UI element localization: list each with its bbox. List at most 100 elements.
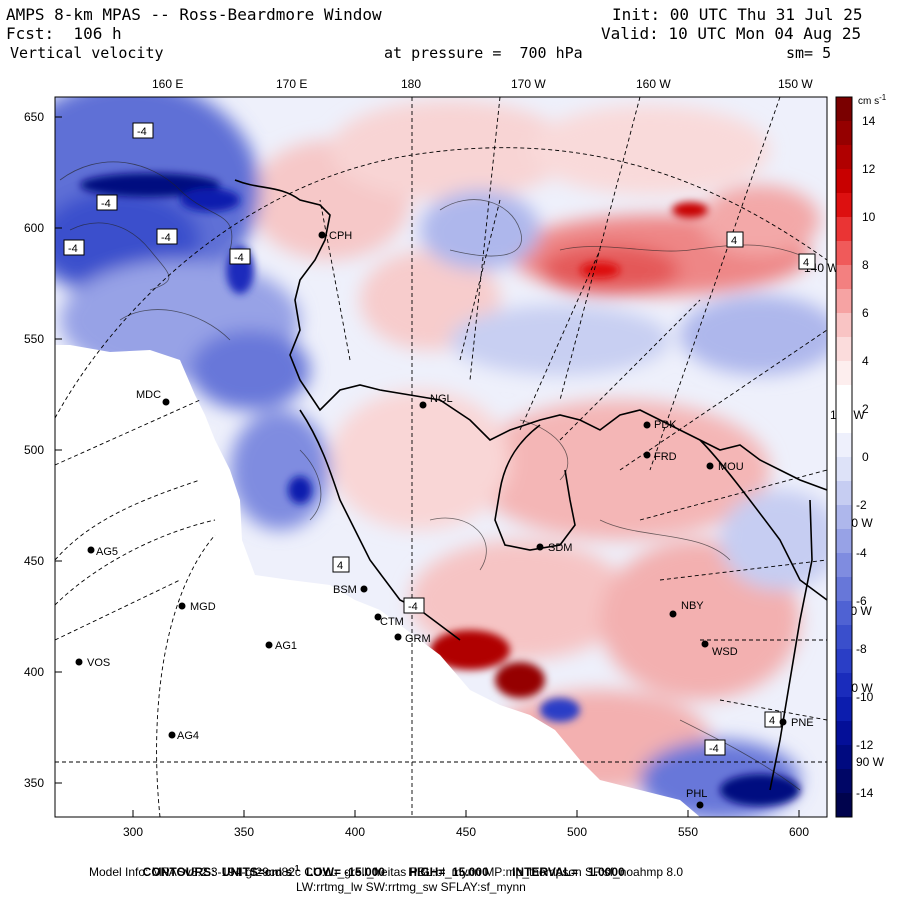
model-info-2: LW:rrtmg_lw SW:rrtmg_sw SFLAY:sf_mynn	[296, 880, 526, 894]
svg-text:4: 4	[769, 715, 775, 727]
station-phl[interactable]: PHL	[686, 788, 707, 809]
x-tick-label: 450	[456, 825, 477, 839]
svg-text:-4: -4	[161, 232, 171, 244]
colorbar-label: -4	[856, 546, 867, 560]
contour-high: HIGH= 15.000	[408, 865, 489, 879]
no-data-region	[55, 345, 700, 817]
station-ag1[interactable]: AG1	[265, 640, 298, 652]
colorbar-swatch	[836, 361, 852, 386]
contour-label-box: 4	[764, 711, 782, 728]
colorbar	[836, 97, 852, 818]
colorbar-label: 12	[862, 162, 876, 176]
svg-text:AG1: AG1	[275, 640, 297, 652]
svg-text:-4: -4	[68, 243, 78, 255]
contours-label: CONTOURS:	[142, 865, 216, 879]
svg-text:-4: -4	[101, 198, 111, 210]
colorbar-swatch	[836, 457, 852, 482]
top-lon-label: 170 W	[511, 77, 546, 91]
top-lon-label: 160 E	[152, 77, 184, 91]
colorbar-swatch	[836, 481, 852, 506]
x-tick-label: 500	[567, 825, 588, 839]
station-sdm[interactable]: SDM	[536, 542, 573, 554]
colorbar-swatch	[836, 649, 852, 674]
svg-text:PDK: PDK	[654, 419, 677, 431]
units-label: UNITS=cm s	[221, 865, 293, 879]
init-time: Init: 00 UTC Thu 31 Jul 25	[612, 5, 863, 24]
svg-text:AG5: AG5	[96, 546, 118, 558]
contour-low: LOW= -15.000	[305, 865, 385, 879]
colorbar-units: cm s-1	[858, 93, 887, 107]
station-vos[interactable]: VOS	[75, 657, 111, 669]
contour-label-box: -4	[229, 248, 251, 265]
station-ctm[interactable]: CTM	[374, 613, 404, 629]
station-pdk[interactable]: PDK	[643, 419, 678, 431]
units-exponent: -1	[292, 864, 300, 873]
station-cph[interactable]: CPH	[318, 230, 353, 242]
smoothing: sm= 5	[786, 44, 832, 62]
station-mgd[interactable]: MGD	[178, 601, 216, 613]
svg-text:MGD: MGD	[190, 601, 216, 613]
contour-label-box: 4	[798, 253, 816, 270]
station-frd[interactable]: FRD	[643, 451, 677, 463]
svg-text:-4: -4	[137, 126, 147, 138]
station-pne[interactable]: PNE	[779, 717, 814, 729]
colorbar-swatch	[836, 625, 852, 650]
y-tick-label: 400	[24, 665, 45, 679]
colorbar-swatch	[836, 145, 852, 170]
station-mou[interactable]: MOU	[706, 461, 744, 473]
footer-contours: CONTOURS: UNITS=cm s-1 LOW= -15.000 HIGH…	[136, 850, 625, 879]
colorbar-label: -8	[856, 642, 867, 656]
svg-text:4: 4	[731, 235, 737, 247]
colorbar-swatch	[836, 337, 852, 362]
model-info: Model Info: MPASv8.2.3-194-gf29cd82c CU:…	[89, 865, 684, 879]
y-tick-label: 500	[24, 443, 45, 457]
top-lon-label: 150 W	[778, 77, 813, 91]
field-name: Vertical velocity	[10, 44, 164, 62]
x-tick-label: 300	[123, 825, 144, 839]
colorbar-swatch	[836, 97, 852, 122]
svg-text:VOS: VOS	[87, 657, 110, 669]
station-ag5[interactable]: AG5	[87, 546, 119, 558]
station-ag4[interactable]: AG4	[168, 730, 200, 742]
y-tick-label: 650	[24, 110, 45, 124]
colorbar-label: 10	[862, 210, 876, 224]
contour-label-box: -4	[156, 228, 178, 245]
svg-text:-4: -4	[709, 743, 719, 755]
svg-text:4: 4	[803, 257, 809, 269]
colorbar-swatch	[836, 793, 852, 818]
colorbar-swatch	[836, 193, 852, 218]
colorbar-swatch	[836, 265, 852, 290]
station-grm[interactable]: GRM	[394, 633, 431, 645]
colorbar-swatch	[836, 769, 852, 794]
colorbar-label: -10	[856, 690, 874, 704]
colorbar-swatch	[836, 241, 852, 266]
inner-lon-label: 90 W	[856, 755, 885, 769]
colorbar-swatch	[836, 289, 852, 314]
station-wsd[interactable]: WSD	[701, 640, 738, 659]
coastline	[234, 179, 828, 791]
x-tick-label: 400	[345, 825, 366, 839]
y-tick-label: 350	[24, 776, 45, 790]
colorbar-label: -12	[856, 738, 874, 752]
svg-text:CPH: CPH	[329, 230, 352, 242]
colorbar-label: -6	[856, 594, 867, 608]
station-bsm[interactable]: BSM	[333, 584, 368, 596]
colorbar-swatch	[836, 433, 852, 458]
colorbar-swatch	[836, 697, 852, 722]
colorbar-swatch	[836, 577, 852, 602]
colorbar-swatch	[836, 745, 852, 770]
pressure-level: at pressure = 700 hPa	[384, 44, 583, 62]
contour-label-box: -4	[96, 194, 118, 211]
colorbar-swatch	[836, 529, 852, 554]
colorbar-label: 14	[862, 114, 876, 128]
colorbar-label: 4	[862, 354, 869, 368]
forecast-hour: Fcst: 106 h	[6, 24, 122, 43]
station-nby[interactable]: NBY	[669, 600, 705, 618]
svg-text:FRD: FRD	[654, 451, 677, 463]
station-ngl[interactable]: NGL	[419, 393, 453, 409]
svg-text:MOU: MOU	[718, 461, 744, 473]
station-mdc[interactable]: MDC	[136, 389, 170, 406]
contour-interval: INTERVAL= 1.0000	[512, 865, 625, 879]
colorbar-swatch	[836, 409, 852, 434]
